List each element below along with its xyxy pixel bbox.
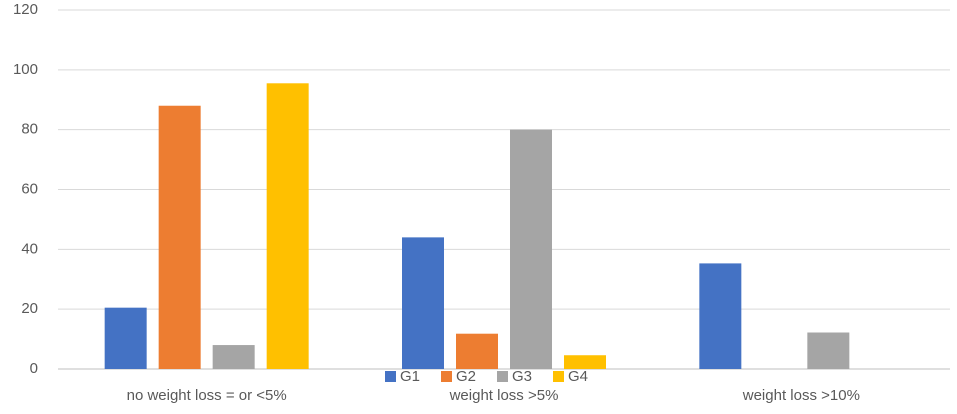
legend-label: G4 bbox=[568, 368, 588, 385]
legend-label: G3 bbox=[512, 368, 532, 385]
y-tick-label: 20 bbox=[21, 300, 38, 317]
legend-swatch bbox=[441, 371, 452, 382]
bar bbox=[402, 237, 444, 369]
y-tick-label: 100 bbox=[13, 61, 38, 78]
bar bbox=[158, 105, 201, 369]
x-tick-label: weight loss >10% bbox=[742, 387, 860, 404]
y-tick-label: 120 bbox=[13, 1, 38, 18]
bar bbox=[699, 263, 742, 369]
bar bbox=[456, 333, 498, 369]
y-tick-label: 60 bbox=[21, 180, 38, 197]
bar bbox=[266, 83, 309, 369]
x-tick-label: no weight loss = or <5% bbox=[127, 387, 287, 404]
bar bbox=[807, 332, 850, 369]
legend-swatch bbox=[385, 371, 396, 382]
bar bbox=[212, 345, 255, 369]
legend-swatch bbox=[553, 371, 564, 382]
bar bbox=[104, 307, 147, 369]
y-tick-label: 80 bbox=[21, 121, 38, 138]
legend-label: G2 bbox=[456, 368, 476, 385]
bar bbox=[564, 355, 606, 369]
y-tick-label: 0 bbox=[30, 360, 38, 377]
legend-label: G1 bbox=[400, 368, 420, 385]
y-tick-label: 40 bbox=[21, 240, 38, 257]
legend-swatch bbox=[497, 371, 508, 382]
x-tick-label: weight loss >5% bbox=[449, 387, 559, 404]
bar bbox=[510, 129, 552, 369]
